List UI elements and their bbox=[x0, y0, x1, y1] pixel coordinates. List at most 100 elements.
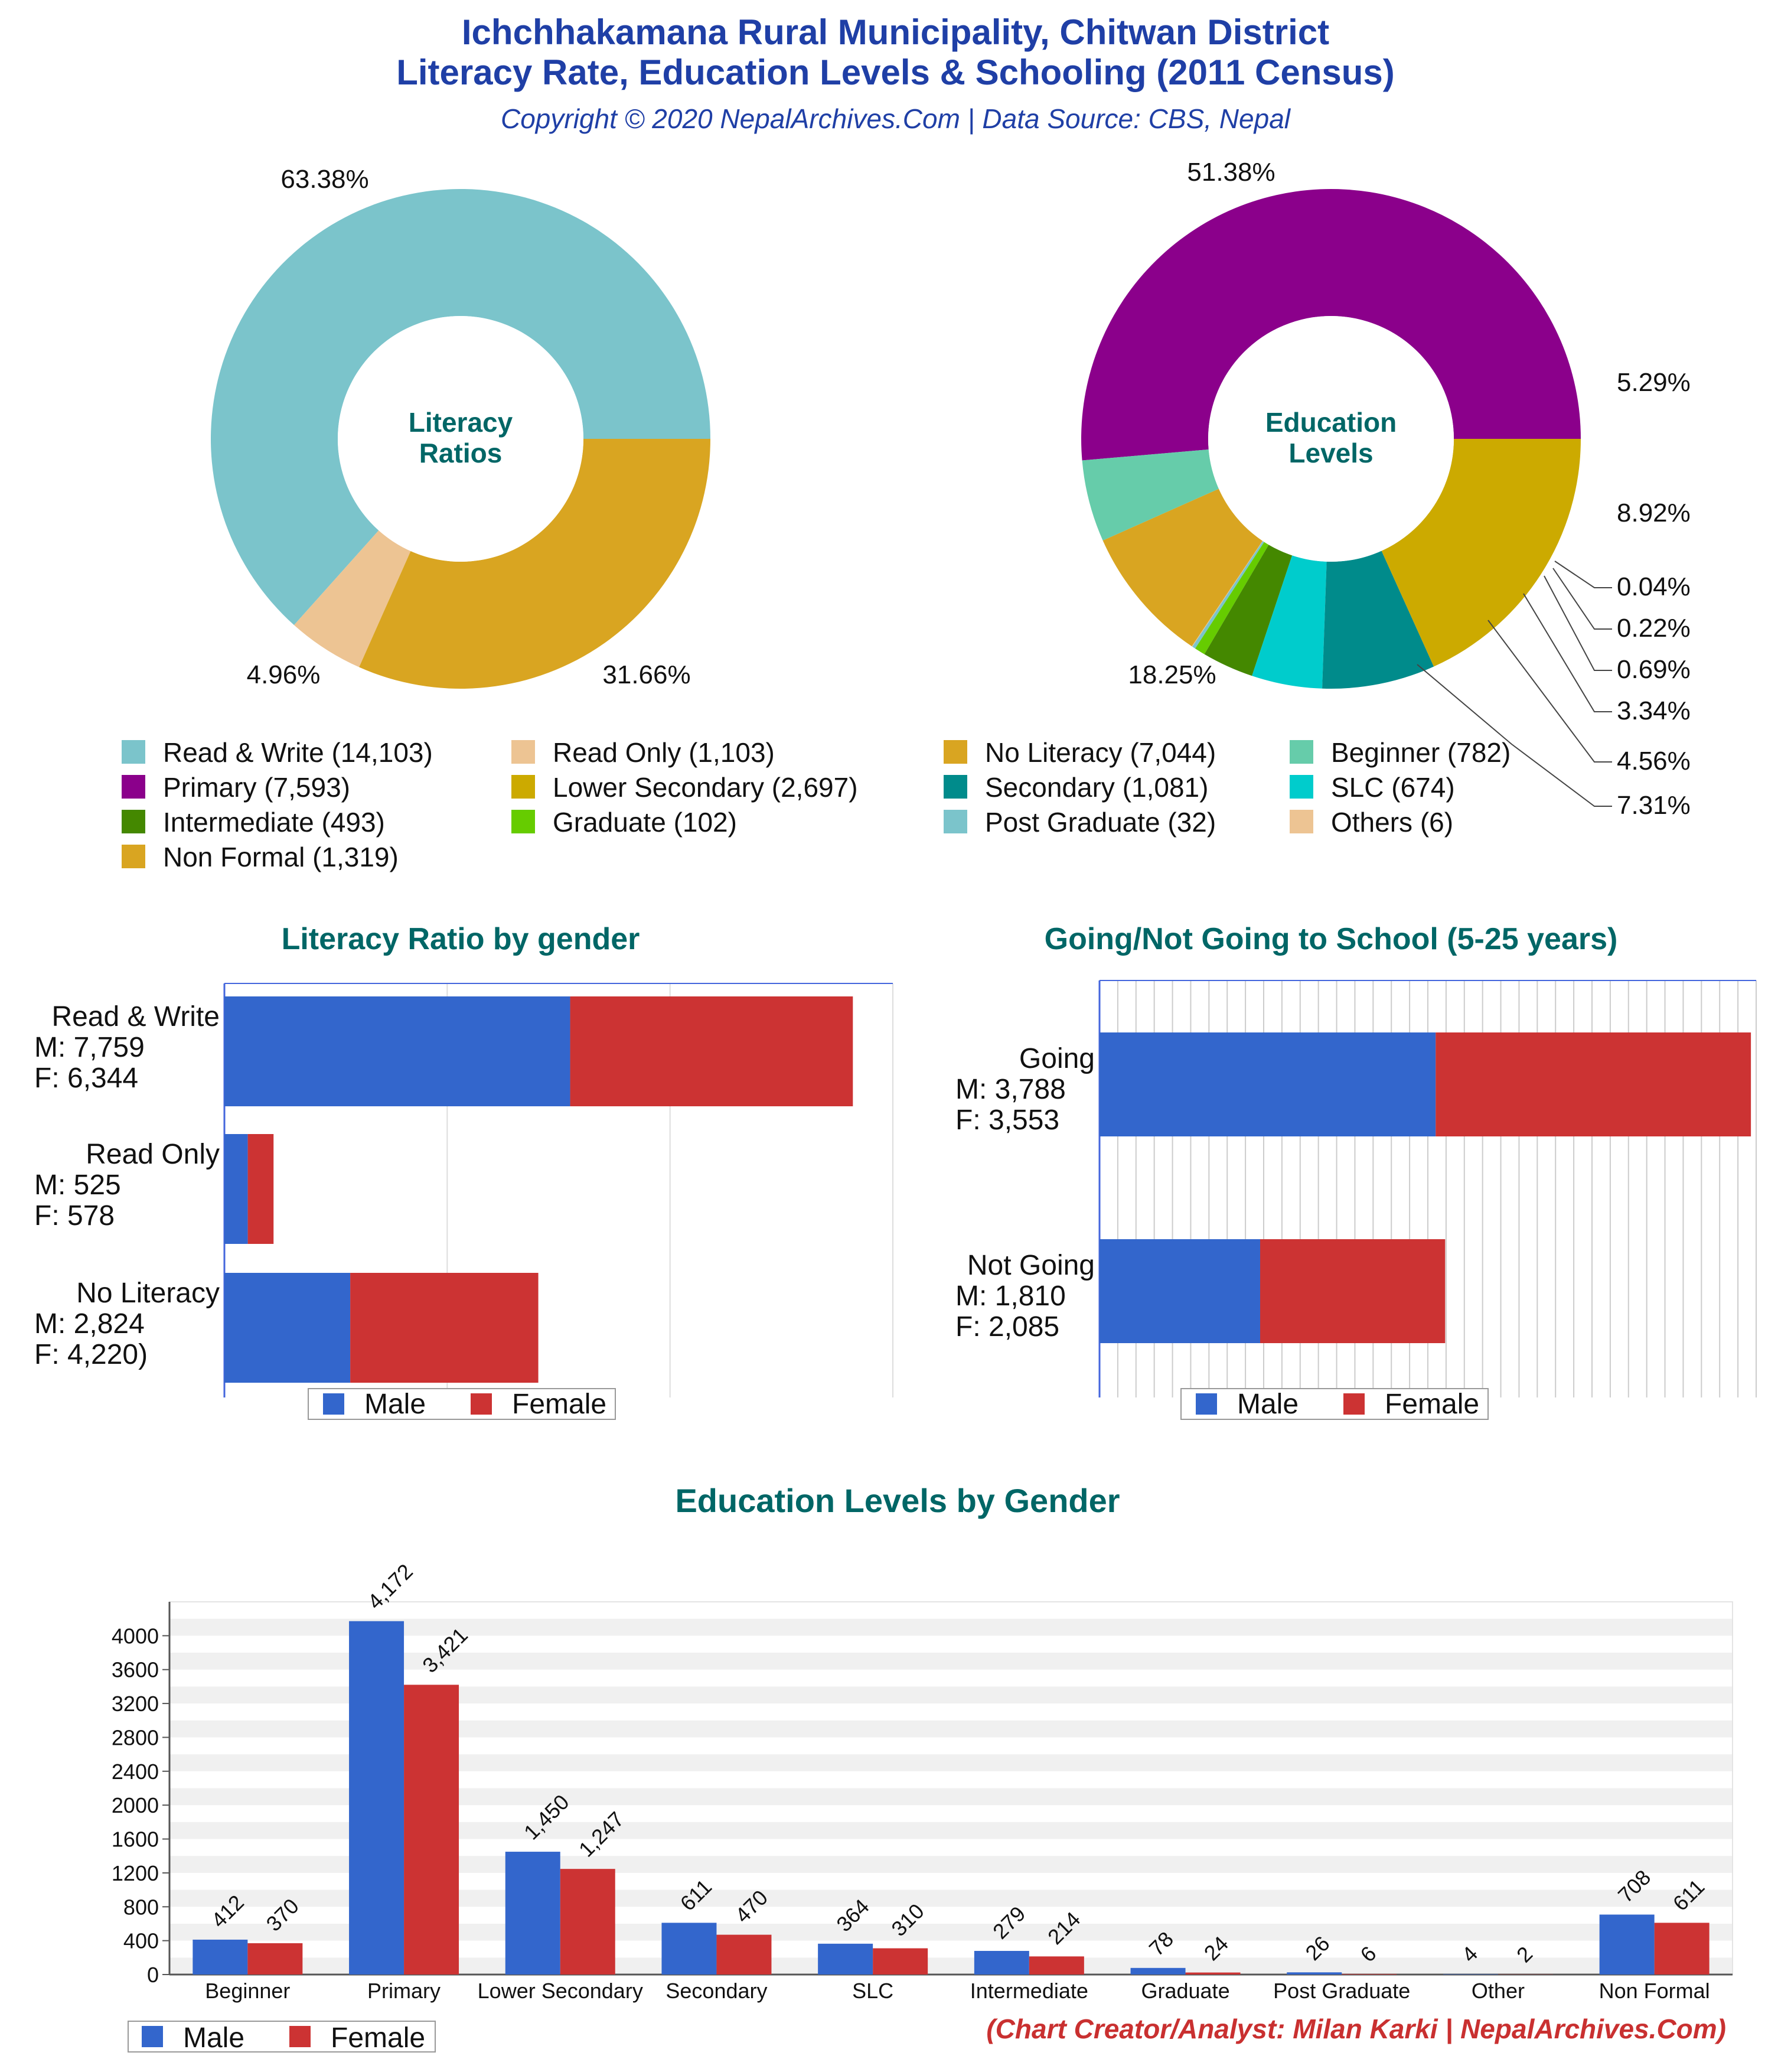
x-tick-label: Post Graduate bbox=[1273, 1979, 1410, 2003]
x-tick-label: Secondary bbox=[665, 1979, 767, 2003]
legend-item: Intermediate (493) bbox=[122, 807, 385, 838]
category-label: Not Going bbox=[967, 1250, 1095, 1281]
legend-item: Beginner (782) bbox=[1290, 737, 1511, 768]
legend-swatch bbox=[511, 775, 535, 799]
legend-item: No Literacy (7,044) bbox=[944, 737, 1216, 768]
category-label: M: 2,824 bbox=[34, 1308, 145, 1340]
pie-percent-label: 51.38% bbox=[1187, 158, 1275, 187]
y-tick-label: 1600 bbox=[112, 1827, 159, 1852]
y-tick-label: 2400 bbox=[112, 1760, 159, 1784]
pie-slice bbox=[211, 189, 711, 625]
legend-label: Lower Secondary (2,697) bbox=[553, 772, 858, 803]
bar-female bbox=[1436, 1032, 1751, 1136]
legend-label-male: Male bbox=[364, 1389, 426, 1420]
x-tick-label: Intermediate bbox=[970, 1979, 1088, 2003]
pie-percent-label: 7.31% bbox=[1617, 791, 1691, 820]
bar-female bbox=[247, 1134, 274, 1244]
pie-percent-label: 4.96% bbox=[247, 660, 321, 689]
grid-band bbox=[169, 1653, 1733, 1670]
pie-percent-label: 0.22% bbox=[1617, 614, 1691, 643]
donut-center-title: Education bbox=[1265, 407, 1397, 438]
legend-swatch bbox=[944, 810, 967, 833]
legend-swatch bbox=[1290, 740, 1313, 764]
hbar-chart-1: Going/Not Going to School (5-25 years) Go… bbox=[955, 922, 1757, 1420]
legend-swatch bbox=[122, 810, 145, 833]
legend-label-female: Female bbox=[1385, 1389, 1479, 1420]
legend-swatch-male bbox=[142, 2026, 163, 2047]
pie-leader-line bbox=[1552, 568, 1612, 630]
bar-male bbox=[224, 1134, 248, 1244]
legend-swatch bbox=[122, 775, 145, 799]
donut-hole bbox=[338, 316, 583, 562]
legend-item: Lower Secondary (2,697) bbox=[511, 772, 858, 803]
legend-frame bbox=[128, 2021, 436, 2053]
pie-leader-line bbox=[1544, 575, 1612, 671]
data-label: 611 bbox=[1668, 1874, 1710, 1915]
pie-slice bbox=[359, 439, 710, 689]
x-tick-label: Lower Secondary bbox=[478, 1979, 643, 2003]
legend-frame bbox=[308, 1388, 616, 1420]
legend-item: Read & Write (14,103) bbox=[122, 737, 433, 768]
legend-label-male: Male bbox=[183, 2022, 244, 2054]
bar-male bbox=[1100, 1032, 1436, 1136]
legend-label: Intermediate (493) bbox=[163, 807, 385, 838]
pie-leader-line bbox=[1487, 620, 1612, 763]
bar-female bbox=[1654, 1923, 1710, 1975]
category-label: Going bbox=[1019, 1043, 1095, 1074]
bar-female bbox=[1260, 1239, 1446, 1343]
category-label: M: 7,759 bbox=[34, 1032, 145, 1063]
pie-percent-label: 3.34% bbox=[1617, 696, 1691, 725]
legend-label: Beginner (782) bbox=[1331, 737, 1511, 768]
donut-hole bbox=[1208, 316, 1454, 562]
legend-item: Secondary (1,081) bbox=[944, 772, 1208, 803]
bar-male bbox=[818, 1943, 873, 1975]
legend-swatch-male bbox=[323, 1393, 344, 1415]
category-label: M: 1,810 bbox=[955, 1281, 1066, 1312]
x-tick-label: Beginner bbox=[205, 1979, 290, 2003]
bar-female bbox=[716, 1934, 772, 1975]
y-tick-label: 400 bbox=[123, 1929, 159, 1953]
pie-slice bbox=[1195, 542, 1269, 654]
pie-leader-line bbox=[1554, 561, 1612, 588]
donut-center-title: Literacy bbox=[409, 407, 513, 438]
bar-female bbox=[247, 1943, 303, 1975]
pie-slice bbox=[1381, 439, 1581, 667]
pie-percent-label: 18.25% bbox=[1128, 660, 1216, 689]
pie-percent-label: 0.04% bbox=[1617, 572, 1691, 601]
y-tick-label: 2800 bbox=[112, 1725, 159, 1750]
legend-swatch bbox=[122, 845, 145, 868]
category-label: M: 3,788 bbox=[955, 1074, 1066, 1105]
pie-percent-label: 31.66% bbox=[602, 660, 690, 689]
pie-slice bbox=[293, 530, 411, 667]
legend-label: Secondary (1,081) bbox=[985, 772, 1208, 803]
legend-item: Graduate (102) bbox=[511, 807, 737, 838]
pie-leader-line bbox=[1523, 593, 1612, 712]
category-label: F: 2,085 bbox=[955, 1311, 1059, 1343]
legend-label: SLC (674) bbox=[1331, 772, 1455, 803]
legend-swatch-male bbox=[1196, 1393, 1217, 1415]
grid-band bbox=[169, 1618, 1733, 1636]
legend-item: SLC (674) bbox=[1290, 772, 1455, 803]
category-label: F: 578 bbox=[34, 1200, 115, 1232]
pie-slice bbox=[1322, 550, 1434, 689]
legend-item: Others (6) bbox=[1290, 807, 1453, 838]
bar-male bbox=[661, 1923, 717, 1975]
donut-center-title: Levels bbox=[1288, 438, 1373, 468]
bar-female bbox=[404, 1685, 459, 1975]
legend: Male Female bbox=[308, 1388, 616, 1420]
bar-male bbox=[349, 1621, 404, 1975]
category-label: No Literacy bbox=[76, 1278, 220, 1309]
data-label: 214 bbox=[1043, 1907, 1085, 1949]
legend-label: Non Formal (1,319) bbox=[163, 842, 399, 872]
data-label: 4,172 bbox=[363, 1559, 417, 1614]
pie-slice bbox=[1192, 541, 1264, 649]
bar-male bbox=[974, 1950, 1029, 1975]
chart-subtitle: Copyright © 2020 NepalArchives.Com | Dat… bbox=[500, 103, 1290, 134]
legend-label: Read & Write (14,103) bbox=[163, 737, 433, 768]
legend-item: Post Graduate (32) bbox=[944, 807, 1216, 838]
legend: Male Female bbox=[1180, 1388, 1489, 1420]
y-tick-label: 2000 bbox=[112, 1793, 159, 1817]
donut-center-title: Ratios bbox=[419, 438, 503, 468]
